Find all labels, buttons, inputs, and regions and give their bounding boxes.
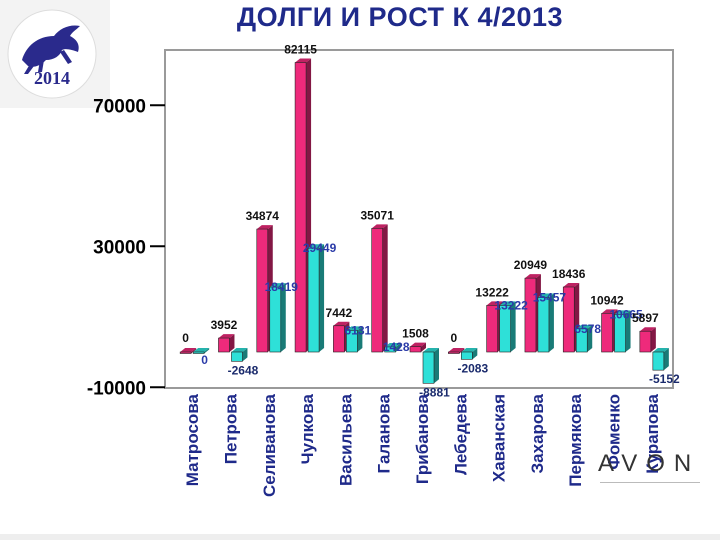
logo: 2014 <box>0 0 110 108</box>
bar-series1-5 <box>371 224 388 353</box>
bar-series2-6 <box>422 348 439 384</box>
horse-icon <box>22 25 80 74</box>
bar-series2-12 <box>652 348 669 371</box>
category-label: Галанова <box>375 393 394 473</box>
bar-series1-1 <box>218 334 235 353</box>
logo-year: 2014 <box>34 68 70 88</box>
bar-series2-10 <box>575 324 593 353</box>
data-label-series2: -2648 <box>228 363 259 377</box>
category-label: Пермякова <box>566 393 585 486</box>
data-label-series1: 7442 <box>326 306 353 320</box>
bar-series2-7 <box>461 348 478 360</box>
bar-series1-7 <box>448 348 465 354</box>
page-title: ДОЛГИ И РОСТ К 4/2013 <box>236 2 564 32</box>
data-label-series2: -8881 <box>419 385 450 399</box>
data-label-series1: 1508 <box>402 327 429 341</box>
data-label-series1: 5897 <box>632 311 659 325</box>
category-label: Петрова <box>221 393 240 464</box>
bar-series2-9 <box>537 293 554 353</box>
bar-series2-8 <box>499 301 516 353</box>
data-label-series1: 35071 <box>361 208 395 222</box>
bar-series2-5 <box>384 342 401 353</box>
category-label: Селиванова <box>260 393 279 497</box>
data-label-series2: -5152 <box>649 372 680 386</box>
data-label-series2: 18419 <box>265 280 299 294</box>
data-label-series2: 0 <box>201 353 208 367</box>
data-label-series1: 20949 <box>514 258 548 272</box>
data-label-series1: 13222 <box>475 285 509 299</box>
bar-series1-0 <box>179 348 197 354</box>
logo-badge: 2014 <box>7 9 97 99</box>
bar-series2-3 <box>307 244 325 353</box>
data-label-series2: 6131 <box>345 323 372 337</box>
category-label: Матросова <box>183 393 202 486</box>
data-label-series1: 18436 <box>552 267 586 281</box>
data-label-series2: 13222 <box>494 298 528 312</box>
bar-series2-11 <box>614 310 631 353</box>
data-label-series1: 34874 <box>246 209 280 223</box>
data-label-series2: 15457 <box>533 291 567 305</box>
data-label-series1: 3952 <box>211 318 238 332</box>
data-label-series2: 1428 <box>383 340 410 354</box>
category-label: Хаванская <box>490 394 509 482</box>
bar-series2-2 <box>269 283 286 353</box>
category-label: Курапова <box>643 393 662 473</box>
category-label: Лебедева <box>451 393 470 475</box>
bar-series1-10 <box>562 283 580 353</box>
category-label: Захарова <box>528 393 547 473</box>
bar-series1-12 <box>639 327 656 353</box>
data-label-series2: -2083 <box>457 361 488 375</box>
bar-series2-0 <box>192 348 210 354</box>
brand-underline <box>600 482 700 483</box>
bar-series2-4 <box>346 326 363 353</box>
brand-logo: AVON <box>598 450 701 477</box>
y-tick-label: -10000 <box>87 378 146 399</box>
data-label-series1: 82115 <box>284 43 317 57</box>
data-label-series1: 0 <box>450 331 457 345</box>
data-label-series2: 10665 <box>609 307 643 321</box>
slide-footer-bar <box>0 534 720 540</box>
data-label-series1: 0 <box>182 331 189 345</box>
data-label-series1: 10942 <box>590 293 624 307</box>
y-tick-label: 70000 <box>93 96 146 117</box>
y-tick-label: 30000 <box>93 237 146 258</box>
category-label: Грибанова <box>413 393 432 484</box>
data-label-series2: 6578 <box>574 322 601 336</box>
category-label: Фоменко <box>605 394 624 470</box>
category-label: Чулкова <box>298 393 317 464</box>
data-label-series2: 29449 <box>303 241 337 255</box>
bar-series2-1 <box>231 348 248 362</box>
category-label: Васильева <box>336 393 355 486</box>
bar-series1-6 <box>409 342 426 353</box>
